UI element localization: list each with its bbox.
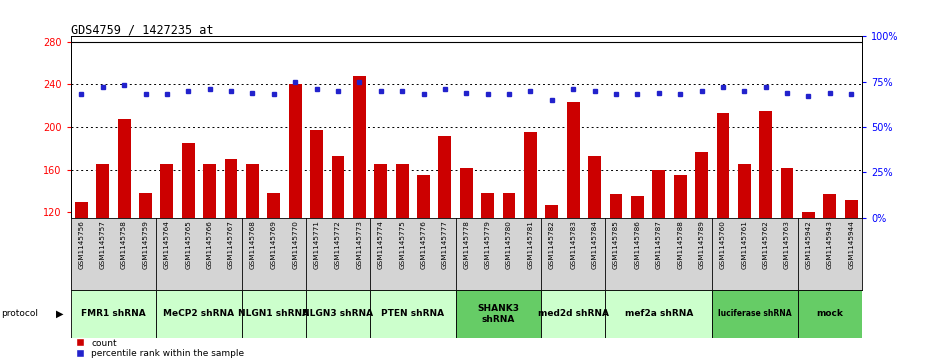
Bar bbox=[71, 290, 156, 338]
Text: protocol: protocol bbox=[1, 310, 38, 318]
Text: PTEN shRNA: PTEN shRNA bbox=[382, 310, 445, 318]
Text: SHANK3
shRNA: SHANK3 shRNA bbox=[478, 304, 519, 324]
Text: GSM1145771: GSM1145771 bbox=[314, 220, 319, 269]
Text: mock: mock bbox=[817, 310, 843, 318]
Bar bbox=[759, 111, 772, 340]
Text: GSM1145779: GSM1145779 bbox=[485, 220, 491, 269]
Bar bbox=[310, 130, 323, 340]
Bar bbox=[567, 102, 579, 340]
Text: FMR1 shRNA: FMR1 shRNA bbox=[81, 310, 146, 318]
Bar bbox=[717, 113, 729, 340]
Text: GSM1145764: GSM1145764 bbox=[164, 220, 170, 269]
Text: GSM1145780: GSM1145780 bbox=[506, 220, 512, 269]
Bar bbox=[242, 290, 306, 338]
Text: GSM1145789: GSM1145789 bbox=[699, 220, 705, 269]
Text: GSM1145772: GSM1145772 bbox=[335, 220, 341, 269]
Text: GSM1145777: GSM1145777 bbox=[442, 220, 447, 269]
Bar bbox=[182, 143, 195, 340]
Text: GSM1145768: GSM1145768 bbox=[250, 220, 255, 269]
Text: GSM1145763: GSM1145763 bbox=[784, 220, 790, 269]
Text: GSM1145787: GSM1145787 bbox=[656, 220, 662, 269]
Text: GSM1145756: GSM1145756 bbox=[78, 220, 85, 269]
Bar bbox=[609, 194, 623, 340]
Text: GDS4759 / 1427235_at: GDS4759 / 1427235_at bbox=[71, 23, 213, 36]
Bar bbox=[332, 156, 345, 340]
Bar bbox=[417, 175, 430, 340]
Bar bbox=[289, 84, 301, 340]
Bar bbox=[374, 164, 387, 340]
Text: GSM1145774: GSM1145774 bbox=[378, 220, 383, 269]
Bar bbox=[653, 170, 665, 340]
Bar bbox=[674, 175, 687, 340]
Bar bbox=[631, 196, 643, 340]
Bar bbox=[75, 202, 88, 340]
Text: GSM1145761: GSM1145761 bbox=[741, 220, 747, 269]
Bar bbox=[695, 152, 708, 340]
Text: GSM1145770: GSM1145770 bbox=[292, 220, 299, 269]
Bar bbox=[160, 164, 173, 340]
Bar bbox=[541, 290, 606, 338]
Bar bbox=[503, 193, 515, 340]
Bar bbox=[96, 164, 109, 340]
Text: GSM1145767: GSM1145767 bbox=[228, 220, 234, 269]
Text: ▶: ▶ bbox=[56, 309, 63, 319]
Text: GSM1145944: GSM1145944 bbox=[848, 220, 854, 269]
Text: GSM1145785: GSM1145785 bbox=[613, 220, 619, 269]
Bar bbox=[396, 164, 409, 340]
Bar bbox=[246, 164, 259, 340]
Text: GSM1145784: GSM1145784 bbox=[592, 220, 597, 269]
Bar bbox=[545, 205, 559, 340]
Bar bbox=[456, 290, 541, 338]
Text: GSM1145762: GSM1145762 bbox=[763, 220, 769, 269]
Text: GSM1145776: GSM1145776 bbox=[420, 220, 427, 269]
Text: GSM1145781: GSM1145781 bbox=[528, 220, 533, 269]
Text: GSM1145769: GSM1145769 bbox=[270, 220, 277, 269]
Bar bbox=[353, 76, 365, 340]
Text: GSM1145783: GSM1145783 bbox=[570, 220, 577, 269]
Bar bbox=[738, 164, 751, 340]
Bar bbox=[203, 164, 216, 340]
Text: GSM1145942: GSM1145942 bbox=[805, 220, 811, 269]
Bar bbox=[588, 156, 601, 340]
Text: GSM1145765: GSM1145765 bbox=[186, 220, 191, 269]
Text: GSM1145775: GSM1145775 bbox=[399, 220, 405, 269]
Bar bbox=[798, 290, 862, 338]
Bar bbox=[802, 212, 815, 340]
Text: NLGN3 shRNA: NLGN3 shRNA bbox=[302, 310, 374, 318]
Bar bbox=[460, 168, 473, 340]
Bar bbox=[224, 159, 237, 340]
Bar bbox=[156, 290, 242, 338]
Bar bbox=[306, 290, 370, 338]
Bar bbox=[438, 136, 451, 340]
Text: NLGN1 shRNA: NLGN1 shRNA bbox=[238, 310, 309, 318]
Bar bbox=[712, 290, 798, 338]
Bar bbox=[139, 193, 152, 340]
Text: GSM1145773: GSM1145773 bbox=[356, 220, 363, 269]
Text: med2d shRNA: med2d shRNA bbox=[538, 310, 609, 318]
Text: GSM1145778: GSM1145778 bbox=[463, 220, 469, 269]
Bar bbox=[845, 200, 857, 340]
Bar bbox=[370, 290, 456, 338]
Bar bbox=[118, 118, 131, 340]
Text: GSM1145757: GSM1145757 bbox=[100, 220, 106, 269]
Text: MeCP2 shRNA: MeCP2 shRNA bbox=[163, 310, 235, 318]
Text: GSM1145759: GSM1145759 bbox=[142, 220, 149, 269]
Text: luciferase shRNA: luciferase shRNA bbox=[718, 310, 792, 318]
Text: GSM1145766: GSM1145766 bbox=[206, 220, 213, 269]
Text: GSM1145758: GSM1145758 bbox=[122, 220, 127, 269]
Bar bbox=[606, 290, 712, 338]
Text: GSM1145943: GSM1145943 bbox=[827, 220, 833, 269]
Text: mef2a shRNA: mef2a shRNA bbox=[625, 310, 693, 318]
Bar bbox=[781, 168, 793, 340]
Bar bbox=[481, 193, 495, 340]
Legend: count, percentile rank within the sample: count, percentile rank within the sample bbox=[75, 339, 245, 359]
Text: GSM1145788: GSM1145788 bbox=[677, 220, 683, 269]
Bar bbox=[823, 194, 836, 340]
Text: GSM1145760: GSM1145760 bbox=[720, 220, 726, 269]
Bar bbox=[268, 193, 280, 340]
Text: GSM1145786: GSM1145786 bbox=[634, 220, 641, 269]
Text: GSM1145782: GSM1145782 bbox=[549, 220, 555, 269]
Bar bbox=[524, 132, 537, 340]
